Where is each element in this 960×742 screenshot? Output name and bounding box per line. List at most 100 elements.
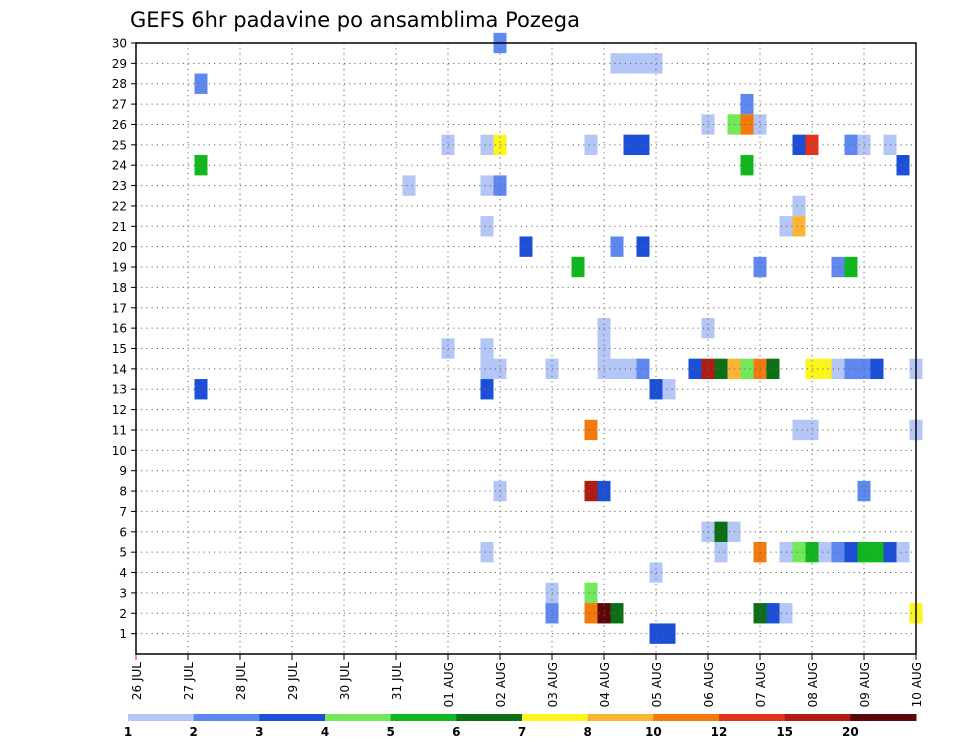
ensemble-cell (844, 256, 858, 278)
colorbar-swatch (719, 714, 786, 721)
ensemble-cell (610, 236, 624, 257)
ensemble-cell (844, 134, 858, 156)
y-tick-label: 7 (119, 505, 127, 519)
ensemble-cell (740, 93, 754, 115)
ensemble-cell (896, 541, 910, 563)
ensemble-cell (870, 358, 884, 380)
x-tick-label: 01 AUG (442, 662, 456, 707)
colorbar-label: 15 (776, 725, 793, 739)
ensemble-cell (714, 541, 728, 563)
y-tick-label: 8 (119, 485, 127, 499)
y-tick-label: 2 (119, 607, 127, 621)
x-tick-label: 09 AUG (858, 662, 872, 707)
ensemble-cell (480, 338, 494, 359)
colorbar-swatch (587, 714, 654, 721)
ensemble-cell (818, 541, 832, 563)
x-tick-label: 05 AUG (650, 662, 664, 707)
y-axis: 1234567891011121314151617181920212223242… (112, 37, 136, 641)
plot-frame (135, 42, 917, 655)
colorbar-swatch (653, 714, 720, 721)
x-tick-label: 02 AUG (494, 662, 508, 707)
colorbar-swatch (128, 714, 195, 721)
y-tick-label: 23 (112, 179, 127, 193)
ensemble-cell (194, 155, 208, 176)
y-tick-label: 5 (119, 546, 127, 560)
x-tick-label: 26 JUL (130, 662, 144, 700)
x-axis: 26 JUL 27 JUL 28 JUL 29 JUL 30 JUL 31 JUL 01 A… (130, 654, 924, 707)
ensemble-cell (688, 358, 702, 380)
ensemble-cell (194, 379, 208, 400)
colorbar-swatch (784, 714, 851, 721)
ensemble-cell (636, 134, 650, 156)
colorbar-label: 3 (255, 725, 263, 739)
y-tick-label: 3 (119, 586, 127, 600)
colorbar-swatch (259, 714, 326, 721)
ensemble-cell (610, 358, 624, 380)
colorbar-label: 20 (842, 725, 859, 739)
ensemble-cell (714, 521, 728, 542)
colorbar-label: 5 (386, 725, 394, 739)
ensemble-cell (402, 175, 416, 196)
colorbar-label: 12 (711, 725, 728, 739)
ensemble-cell (740, 114, 754, 135)
x-tick-label: 08 AUG (806, 662, 820, 707)
colorbar-swatch (522, 714, 589, 721)
colorbar-label: 7 (518, 725, 526, 739)
ensemble-cell (844, 358, 858, 380)
ensemble-cell (584, 603, 598, 624)
ensemble-cell (766, 358, 780, 380)
ensemble-cell (792, 195, 806, 217)
colorbar-label: 1 (124, 725, 132, 739)
y-tick-label: 15 (112, 342, 127, 356)
colorbar-swatch (390, 714, 457, 721)
colorbar-swatch (193, 714, 260, 721)
ensemble-cell (194, 73, 208, 94)
colorbar-label: 2 (189, 725, 197, 739)
x-tick-label: 28 JUL (234, 662, 248, 700)
ensemble-cell (792, 419, 806, 441)
ensemble-cell (636, 358, 650, 380)
ensemble-cell (792, 541, 806, 563)
colorbar-swatch (325, 714, 392, 721)
y-tick-label: 22 (112, 199, 127, 213)
y-tick-label: 25 (112, 138, 127, 152)
x-tick-label: 27 JUL (182, 662, 196, 700)
x-tick-label: 10 AUG (910, 662, 924, 707)
ensemble-cell (740, 155, 754, 176)
grid-lines (136, 43, 916, 654)
y-tick-label: 28 (112, 77, 127, 91)
x-tick-label: 03 AUG (546, 662, 560, 707)
ensemble-cell (766, 603, 780, 624)
colorbar-swatch (850, 714, 917, 721)
ensemble-cell (844, 541, 858, 563)
y-tick-label: 17 (112, 301, 127, 315)
colorbar-swatch (456, 714, 523, 721)
y-tick-label: 4 (119, 566, 127, 580)
ensemble-cell (610, 603, 624, 624)
colorbar-label: 8 (583, 725, 591, 739)
x-tick-label: 31 JUL (390, 662, 404, 700)
ensemble-cell (480, 216, 494, 237)
colorbar-label: 4 (321, 725, 329, 739)
y-tick-label: 30 (112, 37, 127, 51)
y-tick-label: 10 (112, 444, 127, 458)
y-tick-label: 6 (119, 525, 127, 539)
ensemble-cell (584, 480, 598, 502)
y-tick-label: 13 (112, 383, 127, 397)
y-tick-label: 16 (112, 322, 127, 336)
ensemble-cell (610, 53, 624, 74)
x-tick-label: 07 AUG (754, 662, 768, 707)
ensemble-cells (194, 32, 923, 644)
ensemble-cell (480, 358, 494, 380)
x-tick-label: 04 AUG (598, 662, 612, 707)
ensemble-cell (714, 358, 728, 380)
y-tick-label: 29 (112, 57, 127, 71)
ensemble-cell (480, 134, 494, 156)
ensemble-cell (662, 379, 676, 400)
ensemble-cell (584, 582, 598, 604)
x-tick-label: 30 JUL (338, 662, 352, 700)
y-tick-label: 26 (112, 118, 127, 132)
y-tick-label: 27 (112, 98, 127, 112)
y-tick-label: 12 (112, 403, 127, 417)
